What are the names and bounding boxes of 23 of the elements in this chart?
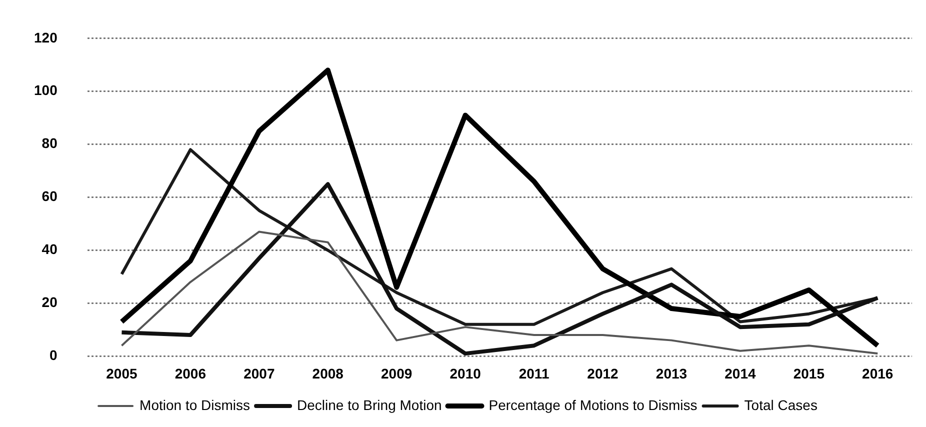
y-tick-label: 0 [50, 347, 58, 364]
y-tick-label: 20 [42, 294, 58, 310]
x-tick-label: 2008 [312, 365, 344, 382]
x-tick-label: 2013 [656, 365, 688, 382]
x-tick-label: 2005 [106, 365, 138, 382]
x-tick-label: 2014 [724, 365, 756, 382]
y-tick-label: 40 [42, 241, 58, 258]
y-tick-label: 100 [34, 82, 58, 98]
x-tick-label: 2009 [381, 365, 412, 382]
y-tick-label: 120 [34, 29, 58, 46]
legend-label: Total Cases [744, 396, 818, 413]
x-tick-label: 2016 [862, 365, 894, 382]
legend-label: Motion to Dismiss [140, 396, 250, 413]
y-tick-label: 80 [42, 135, 58, 152]
x-tick-label: 2011 [518, 365, 550, 382]
x-tick-label: 2006 [174, 365, 206, 382]
y-tick-label: 60 [42, 188, 58, 204]
x-tick-label: 2015 [793, 365, 825, 382]
x-tick-label: 2010 [450, 365, 482, 382]
legend-label: Percentage of Motions to Dismiss [488, 396, 698, 413]
x-tick-label: 2012 [587, 365, 619, 382]
x-tick-label: 2007 [244, 365, 275, 382]
legend-label: Decline to Bring Motion [297, 396, 442, 413]
